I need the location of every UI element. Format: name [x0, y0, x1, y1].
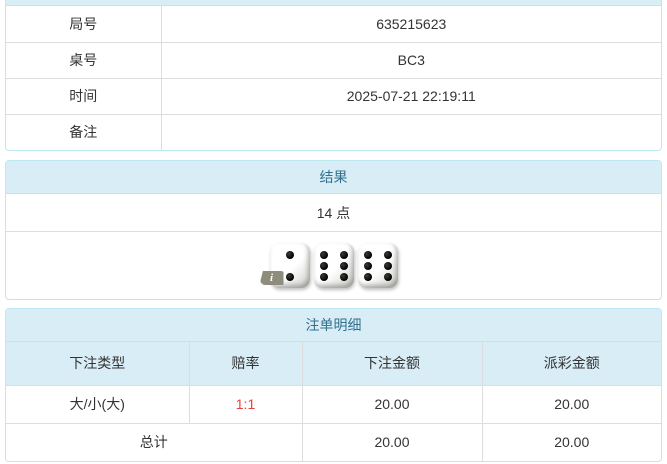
table-number-label: 桌号 [6, 41, 161, 78]
die-pip [363, 272, 372, 281]
dice-strip: i [259, 243, 398, 288]
remark-label: 备注 [6, 113, 161, 150]
die-pip [319, 272, 328, 281]
dice-row: i [6, 232, 661, 299]
col-header-payout-amount: 派彩金额 [481, 342, 661, 385]
info-row-time: 时间 2025-07-21 22:19:11 [6, 77, 661, 114]
total-payout-cell: 20.00 [481, 422, 661, 461]
result-points: 14 点 [6, 194, 661, 232]
remark-value [160, 113, 661, 150]
bet-type-cell: 大/小(大) [6, 384, 189, 423]
die-1-value-2 [269, 243, 310, 288]
time-value: 2025-07-21 22:19:11 [160, 77, 661, 114]
die-pip [339, 272, 348, 281]
bets-header-row: 下注类型 赔率 下注金额 派彩金额 [6, 342, 661, 385]
die-pip [285, 250, 294, 259]
game-info-panel: 局号 635215623 桌号 BC3 时间 2025-07-21 22:19:… [5, 0, 662, 151]
bet-row: 大/小(大) 1:1 20.00 20.00 [6, 384, 661, 423]
die-pip [363, 261, 372, 270]
die-pip [285, 272, 294, 281]
time-label: 时间 [6, 77, 161, 114]
bet-details-panel: 注单明细 下注类型 赔率 下注金额 派彩金额 大/小(大) 1:1 20.00 … [5, 308, 662, 462]
info-row-table: 桌号 BC3 [6, 41, 661, 78]
die-pip [383, 250, 392, 259]
die-pip [339, 250, 348, 259]
die-pip [383, 261, 392, 270]
bets-table: 下注类型 赔率 下注金额 派彩金额 大/小(大) 1:1 20.00 20.00… [6, 342, 661, 461]
col-header-bet-type: 下注类型 [6, 342, 189, 385]
bet-odds-cell: 1:1 [188, 384, 302, 423]
info-row-round: 局号 635215623 [6, 6, 661, 42]
bet-amount-cell: 20.00 [301, 384, 482, 423]
die-pip [339, 261, 348, 270]
round-number-value: 635215623 [160, 6, 661, 42]
info-icon[interactable]: i [259, 271, 284, 285]
game-info-table: 局号 635215623 桌号 BC3 时间 2025-07-21 22:19:… [6, 6, 661, 150]
total-row: 总计 20.00 20.00 [6, 422, 661, 461]
die-pip [319, 261, 328, 270]
die-3-value-6 [357, 243, 398, 288]
die-pip [363, 250, 372, 259]
round-number-label: 局号 [69, 15, 98, 32]
total-amount-cell: 20.00 [301, 422, 482, 461]
bet-payout-cell: 20.00 [481, 384, 661, 423]
panel-heading-remnant [6, 0, 661, 6]
table-number-value: BC3 [160, 41, 661, 78]
die-pip [383, 272, 392, 281]
die-pip [319, 250, 328, 259]
col-header-odds: 赔率 [188, 342, 302, 385]
total-label-cell: 总计 [6, 422, 302, 461]
die-2-value-6 [313, 243, 354, 288]
result-panel: 结果 14 点 i [5, 160, 662, 300]
bet-details-title: 注单明细 [6, 309, 661, 342]
info-row-remark: 备注 [6, 113, 661, 150]
col-header-bet-amount: 下注金额 [301, 342, 482, 385]
result-panel-title: 结果 [6, 161, 661, 194]
